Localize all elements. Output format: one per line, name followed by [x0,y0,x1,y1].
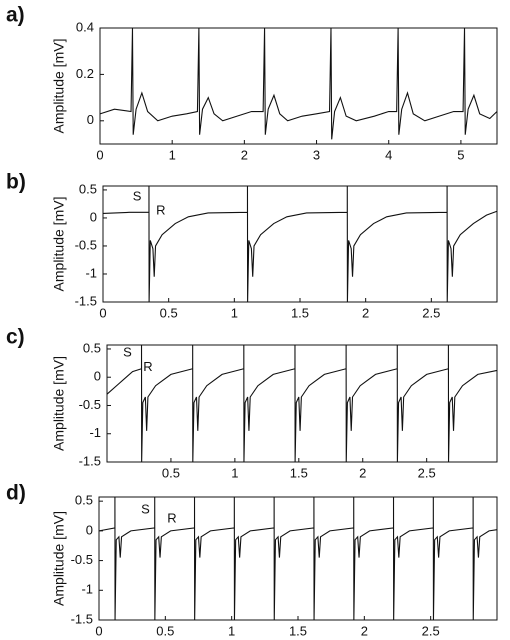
x-tick-label: 2 [362,305,369,320]
x-tick-label: 2 [359,465,366,480]
signal-trace [106,344,498,463]
y-tick-label: -0.5 [79,397,101,412]
x-tick-label: 0 [96,147,103,162]
signal-trace [99,27,498,140]
x-tick-label: 1.5 [291,305,309,320]
annotation: R [143,359,152,374]
y-tick-label: -1.5 [71,611,93,626]
y-axis-label: Amplitude [mV] [51,356,67,451]
y-axis-label: Amplitude [mV] [51,197,67,292]
annotation: S [133,189,142,204]
x-tick-label: 2.5 [418,465,436,480]
x-tick-label: 0.5 [160,305,178,320]
x-tick-label: 1.5 [290,465,308,480]
y-tick-label: 0.4 [76,19,94,34]
y-tick-label: 0 [86,522,93,537]
y-tick-label: -0.5 [75,237,97,252]
x-tick-label: 2.5 [422,623,440,638]
signal-trace [102,185,498,303]
y-tick-label: -1 [81,582,93,597]
y-axis-label: Amplitude [mV] [51,39,67,134]
x-tick-label: 5 [457,147,464,162]
y-tick-label: -1 [85,265,97,280]
y-tick-label: 0.5 [83,340,101,355]
y-tick-label: -1.5 [75,293,97,308]
x-tick-label: 4 [385,147,392,162]
annotation: S [123,344,132,359]
y-tick-label: 0.5 [79,181,97,196]
x-tick-label: 2.5 [422,305,440,320]
annotation: R [156,203,165,218]
y-tick-label: 0 [90,209,97,224]
y-tick-label: 0.2 [76,66,94,81]
panel-label: c) [6,326,25,349]
y-tick-label: -0.5 [71,552,93,567]
x-tick-label: 1 [231,465,238,480]
x-tick-label: 3 [313,147,320,162]
annotation: S [141,502,150,517]
x-tick-label: 1.5 [289,623,307,638]
annotation: R [167,510,176,525]
x-tick-label: 0.5 [156,623,174,638]
y-tick-label: 0 [87,112,94,127]
x-tick-label: 0 [95,623,102,638]
x-tick-label: 1 [228,623,235,638]
panel-label: d) [6,482,26,505]
signal-trace [98,496,498,621]
y-tick-label: -1.5 [79,453,101,468]
panel-label: b) [6,171,26,194]
y-axis-label: Amplitude [mV] [51,511,67,606]
y-tick-label: 0 [94,369,101,384]
panel-label: a) [6,4,25,27]
plot-frame [99,27,498,145]
plot-frame [106,344,498,463]
x-tick-label: 2 [241,147,248,162]
x-tick-label: 1 [231,305,238,320]
x-tick-label: 0.5 [162,465,180,480]
y-tick-label: 0.5 [75,493,93,508]
y-tick-label: -1 [89,425,101,440]
x-tick-label: 1 [169,147,176,162]
x-tick-label: 0 [99,305,106,320]
plot-frame [98,496,498,621]
x-tick-label: 2 [361,623,368,638]
